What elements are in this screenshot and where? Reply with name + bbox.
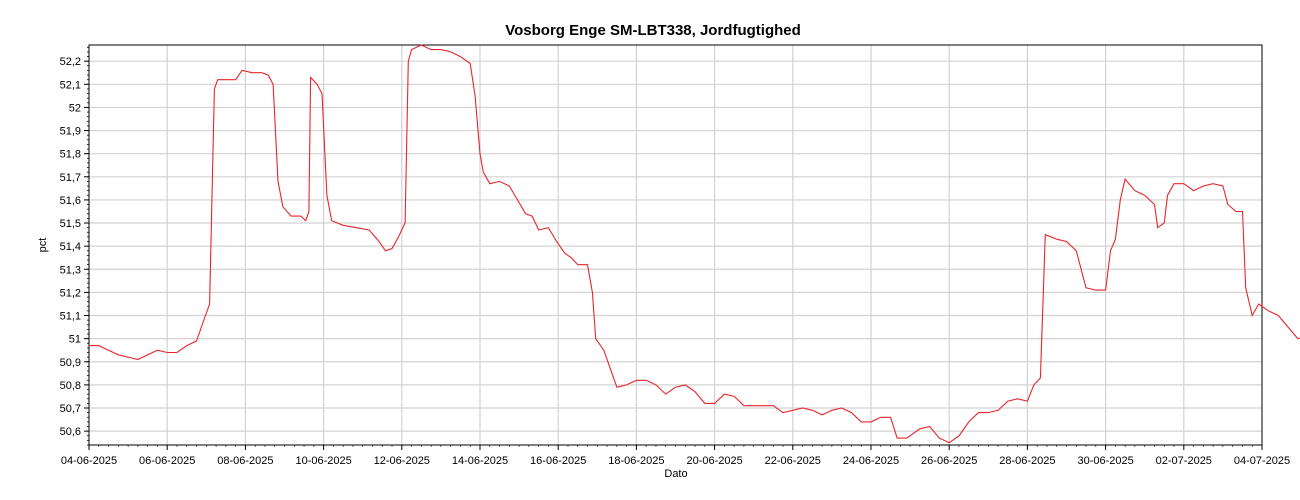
x-tick-label: 30-06-2025 — [1077, 455, 1133, 467]
x-tick-label: 06-06-2025 — [139, 455, 195, 467]
y-tick-label: 51,1 — [60, 311, 81, 323]
series-line — [89, 44, 1300, 444]
y-tick-label: 51,5 — [60, 218, 81, 230]
x-axis-label: Dato — [664, 468, 687, 480]
y-tick-label: 52 — [69, 102, 81, 114]
y-tick-label: 52,2 — [60, 56, 81, 68]
x-tick-label: 08-06-2025 — [217, 455, 273, 467]
y-axis: 50,6 50,7 50,8 50,9 51 51,1 51,2 51,3 51,4 51,5 51… — [60, 46, 89, 446]
y-tick-label: 50,7 — [60, 403, 81, 415]
y-tick-label: 51,9 — [60, 126, 81, 138]
x-tick-label: 14-06-2025 — [452, 455, 508, 467]
chart-title: Vosborg Enge SM-LBT338, Jordfugtighed — [505, 22, 801, 39]
x-tick-label: 10-06-2025 — [295, 455, 351, 467]
grid-lines — [89, 45, 1262, 445]
x-axis: 04-06-2025 06-06-2025 08-06-2025 10-06-2025… — [61, 445, 1290, 467]
x-tick-label: 12-06-2025 — [374, 455, 430, 467]
x-tick-label: 04-06-2025 — [61, 455, 117, 467]
y-tick-label: 51,6 — [60, 195, 81, 207]
y-tick-label: 52,1 — [60, 79, 81, 91]
y-axis-label: pct — [37, 238, 49, 253]
x-tick-label: 16-06-2025 — [530, 455, 586, 467]
x-tick-label: 22-06-2025 — [765, 455, 821, 467]
x-tick-label: 02-07-2025 — [1156, 455, 1212, 467]
y-tick-label: 51 — [69, 334, 81, 346]
x-tick-label: 04-07-2025 — [1234, 455, 1290, 467]
y-tick-label: 51,2 — [60, 287, 81, 299]
x-tick-label: 24-06-2025 — [843, 455, 899, 467]
x-tick-label: 26-06-2025 — [921, 455, 977, 467]
y-tick-label: 50,9 — [60, 357, 81, 369]
x-tick-label: 18-06-2025 — [608, 455, 664, 467]
x-tick-label: 28-06-2025 — [999, 455, 1055, 467]
x-tick-label: 20-06-2025 — [686, 455, 742, 467]
y-tick-label: 51,3 — [60, 264, 81, 276]
y-tick-label: 51,8 — [60, 149, 81, 161]
y-tick-label: 51,4 — [60, 241, 81, 253]
y-tick-label: 50,6 — [60, 426, 81, 438]
y-tick-label: 50,8 — [60, 380, 81, 392]
y-tick-label: 51,7 — [60, 172, 81, 184]
